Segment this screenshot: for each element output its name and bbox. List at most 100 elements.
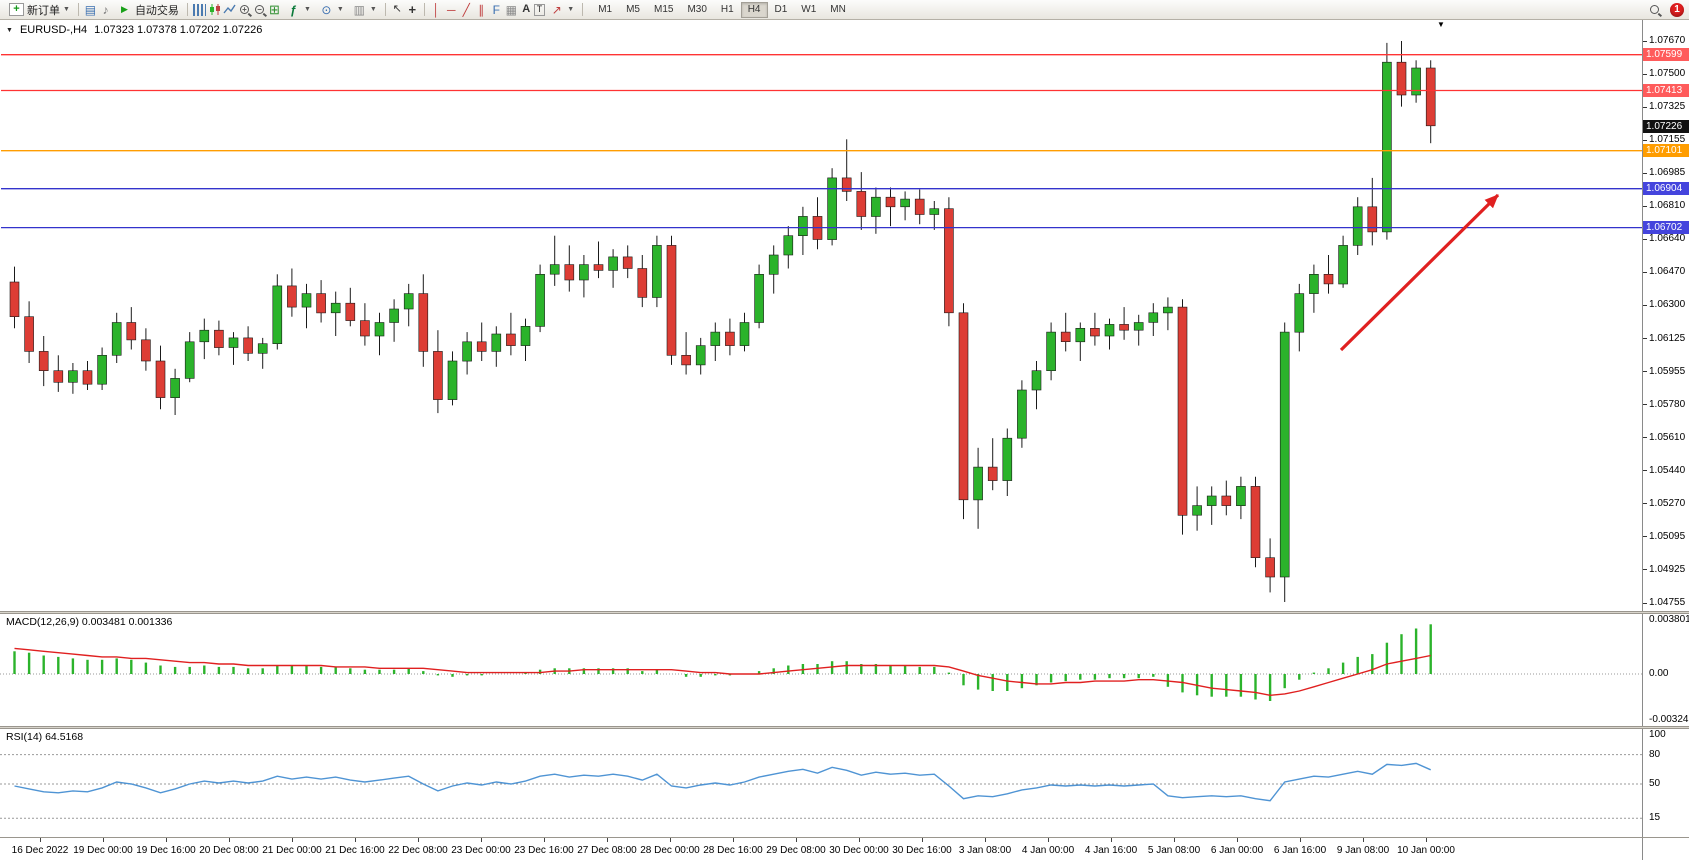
notification-badge[interactable]: 1 bbox=[1670, 2, 1684, 17]
time-tick bbox=[1047, 838, 1049, 842]
rsi-pane[interactable] bbox=[0, 729, 1642, 837]
price-level-label: 1.07413 bbox=[1643, 83, 1689, 97]
template-button[interactable]: ▥ ▼ bbox=[348, 1, 381, 19]
main-chart-pane[interactable] bbox=[0, 20, 1642, 611]
price-tick bbox=[1643, 172, 1647, 174]
time-axis[interactable]: 16 Dec 2022 19 Dec 00:00 19 Dec 16:00 20 De… bbox=[0, 838, 1642, 860]
time-tick bbox=[795, 838, 797, 842]
time-tick-label: 23 Dec 16:00 bbox=[514, 845, 574, 856]
timeframe-button-h1[interactable]: H1 bbox=[720, 4, 734, 15]
toolbar-separator bbox=[186, 3, 188, 16]
symbol-dropdown-icon[interactable]: ▼ bbox=[6, 26, 13, 34]
arrows-tool-button[interactable]: ↗ ▼ bbox=[545, 1, 578, 19]
timeframe-button-mn[interactable]: MN bbox=[830, 4, 846, 15]
chart-shift-icon[interactable]: ▼ bbox=[1437, 20, 1445, 29]
auto-trading-label: 自动交易 bbox=[134, 4, 179, 17]
macd-pane[interactable] bbox=[0, 614, 1642, 726]
text-label-tool-icon[interactable]: T bbox=[533, 3, 546, 16]
indicators-button[interactable]: ƒ ▼ bbox=[282, 1, 315, 19]
new-order-label: 新订单 bbox=[27, 4, 60, 17]
price-tick-label: 1.05955 bbox=[1649, 365, 1686, 377]
tile-windows-icon[interactable]: ⊞ bbox=[268, 2, 280, 17]
time-tick bbox=[480, 838, 482, 842]
price-tick bbox=[1643, 536, 1647, 538]
rsi-scale-label: 15 bbox=[1649, 812, 1661, 824]
rsi-scale-label: 100 bbox=[1649, 729, 1666, 740]
time-tick bbox=[1299, 838, 1301, 842]
price-level-label: 1.07599 bbox=[1643, 47, 1689, 61]
time-tick bbox=[858, 838, 860, 842]
price-scale[interactable]: 1.07670 1.07500 1.07325 1.07155 1.06985 1.068… bbox=[1643, 0, 1689, 860]
timeframe-button-m15[interactable]: M15 bbox=[654, 4, 674, 15]
shapes-tool-icon[interactable]: ▦ bbox=[505, 2, 517, 17]
price-tick-label: 1.04755 bbox=[1649, 597, 1686, 608]
time-tick-label: 30 Dec 16:00 bbox=[892, 845, 952, 856]
new-order-icon: + bbox=[9, 3, 24, 16]
trendline-tool-icon[interactable]: ╱ bbox=[462, 2, 470, 17]
market-watch-icon[interactable]: ▤ bbox=[84, 2, 97, 17]
timeframe-button-h4[interactable]: H4 bbox=[740, 1, 768, 18]
time-tick bbox=[543, 838, 545, 842]
zoom-in-icon[interactable]: + bbox=[237, 2, 252, 17]
pane-separator[interactable] bbox=[0, 611, 1689, 614]
time-tick bbox=[669, 838, 671, 842]
price-tick bbox=[1643, 404, 1647, 406]
time-tick-label: 3 Jan 08:00 bbox=[958, 845, 1012, 856]
time-tick-label: 6 Jan 00:00 bbox=[1210, 845, 1264, 856]
sound-icon[interactable]: ♪ bbox=[102, 2, 109, 17]
cycles-icon: ⊙ bbox=[321, 2, 332, 17]
time-tick-label: 21 Dec 00:00 bbox=[262, 845, 322, 856]
price-tick-label: 1.05270 bbox=[1649, 497, 1686, 509]
rsi-scale-label: 50 bbox=[1649, 778, 1661, 789]
time-tick bbox=[417, 838, 419, 842]
horizontal-line-tool-icon[interactable]: ─ bbox=[446, 2, 456, 17]
price-tick-label: 1.05780 bbox=[1649, 398, 1686, 410]
price-tick bbox=[1643, 371, 1647, 373]
cursor-icon[interactable]: ↖ bbox=[392, 3, 402, 15]
line-chart-type-icon[interactable] bbox=[222, 2, 237, 17]
price-tick bbox=[1643, 338, 1647, 340]
trend-arrow[interactable] bbox=[1339, 193, 1500, 352]
zoom-out-icon[interactable]: − bbox=[252, 2, 267, 17]
cycles-button[interactable]: ⊙ ▼ bbox=[315, 1, 348, 19]
time-tick-label: 21 Dec 16:00 bbox=[325, 845, 385, 856]
candlestick-chart-type-icon[interactable] bbox=[207, 2, 222, 17]
time-tick bbox=[1425, 838, 1427, 842]
vertical-line-tool-icon[interactable]: │ bbox=[432, 2, 441, 17]
arrows-tool-icon: ↗ bbox=[551, 2, 562, 17]
price-tick bbox=[1643, 437, 1647, 439]
price-tick bbox=[1643, 569, 1647, 571]
new-order-button[interactable]: + 新订单 ▼ bbox=[5, 1, 74, 19]
timeframe-button-w1[interactable]: W1 bbox=[801, 4, 817, 15]
channel-tool-icon[interactable]: ∥ bbox=[478, 2, 485, 17]
time-tick-label: 28 Dec 16:00 bbox=[703, 845, 763, 856]
time-tick-label: 30 Dec 00:00 bbox=[829, 845, 889, 856]
price-tick-label: 1.06470 bbox=[1649, 266, 1686, 278]
fibonacci-tool-icon[interactable]: F bbox=[492, 2, 500, 17]
price-tick bbox=[1643, 205, 1647, 207]
text-tool-icon[interactable]: A bbox=[522, 3, 531, 15]
crosshair-icon[interactable]: + bbox=[408, 2, 417, 17]
time-tick bbox=[1173, 838, 1175, 842]
timeframe-button-d1[interactable]: D1 bbox=[774, 4, 788, 15]
auto-trading-button[interactable]: ▶ 自动交易 bbox=[113, 1, 183, 19]
chevron-down-icon: ▼ bbox=[63, 6, 70, 13]
bar-chart-type-icon[interactable] bbox=[192, 2, 207, 17]
rsi-line bbox=[14, 762, 1431, 802]
pane-separator[interactable] bbox=[0, 726, 1689, 729]
price-level-label: 1.07101 bbox=[1643, 143, 1689, 157]
ohlc-values: 1.07323 1.07378 1.07202 1.07226 bbox=[94, 24, 263, 36]
time-tick-label: 28 Dec 00:00 bbox=[640, 845, 700, 856]
time-tick bbox=[102, 838, 104, 842]
macd-scale-label: 0.00 bbox=[1649, 667, 1669, 679]
time-tick-label: 4 Jan 16:00 bbox=[1084, 845, 1138, 856]
time-tick bbox=[291, 838, 293, 842]
price-tick bbox=[1643, 73, 1647, 75]
timeframe-button-m1[interactable]: M1 bbox=[598, 4, 613, 15]
timeframe-button-m30[interactable]: M30 bbox=[687, 4, 707, 15]
search-icon[interactable] bbox=[1647, 2, 1662, 17]
timeframe-button-m5[interactable]: M5 bbox=[626, 4, 640, 15]
price-tick-label: 1.04925 bbox=[1649, 563, 1686, 575]
